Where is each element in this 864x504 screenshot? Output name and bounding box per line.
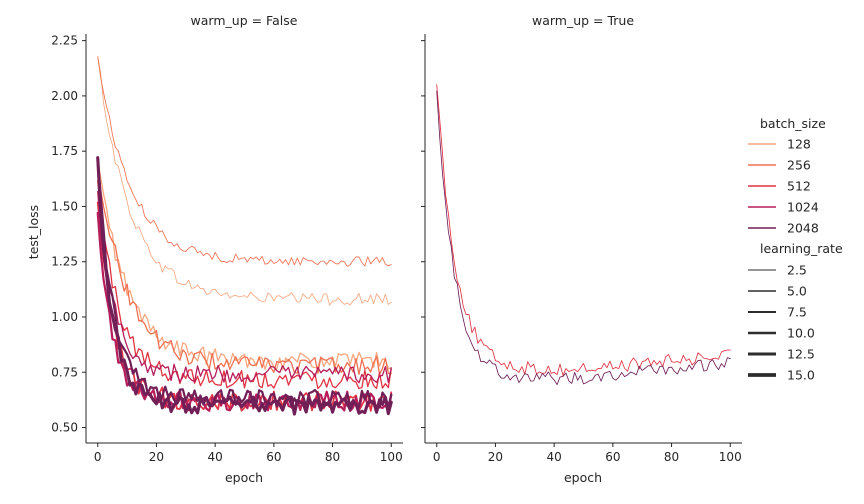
series-line-bs2048-lr10 [96,156,393,409]
legend-label-batch-size-128: 128 [787,137,811,152]
panel-title-warm-up-true: warm_up = True [532,13,634,28]
x-tick-label: 20 [149,450,164,464]
x-tick-label: 100 [380,450,403,464]
series-line-bs2048-lr2.5 [436,90,731,386]
axes: 0.50 0.75 1.00 1.25 1.50 1.75 2.00 2.25 0 20 40 60 8… [51,34,403,464]
legend-label-learning-rate-5.0: 5.0 [787,284,807,299]
x-tick-label: 0 [433,450,441,464]
legend-title-batch-size: batch_size [760,116,826,131]
series-line-bs128-lr5 [97,158,392,371]
legend-label-learning-rate-10.0: 10.0 [787,326,815,341]
x-tick-label: 40 [547,450,562,464]
legend-label-learning-rate-2.5: 2.5 [787,263,807,278]
series-group [96,56,393,416]
legend-label-learning-rate-15.0: 15.0 [787,368,815,383]
legend-label-batch-size-2048: 2048 [787,221,819,236]
legend-label-batch-size-512: 512 [787,179,811,194]
axes: 0 20 40 60 80 100 [421,34,742,464]
panel-warm-up-true: warm_up = True 0 20 40 60 80 100 [421,13,742,464]
series-line-bs256-lr2.5 [97,56,392,267]
panel-title-warm-up-false: warm_up = False [191,13,298,28]
series-line-bs512-lr2.5 [436,84,731,376]
series-group [436,84,731,386]
series-line-bs512-lr5 [97,180,392,390]
x-tick-label: 40 [208,450,223,464]
x-tick-label: 80 [325,450,340,464]
legend-label-batch-size-1024: 1024 [787,200,819,215]
y-tick-label: 2.00 [51,89,78,103]
x-tick-label: 60 [266,450,281,464]
legend-label-batch-size-256: 256 [787,158,811,173]
x-tick-label: 80 [664,450,679,464]
y-tick-label: 0.75 [51,365,78,379]
series-line-bs128-lr2.5 [97,56,392,306]
series-line-bs1024-lr5 [97,190,392,384]
y-axis-title: test_loss [26,205,41,259]
series-line-bs256-lr5 [97,158,392,375]
legend-items: 128 256 512 1024 2048 2.5 5.0 7.5 10.0 12.5 15.0 [748,137,819,383]
x-tick-label: 0 [94,450,102,464]
x-tick-label: 60 [605,450,620,464]
panel-warm-up-false: warm_up = False 0.50 0.75 1.00 1.25 1.50 1.75… [51,13,403,464]
x-axis-title-left: epoch [225,470,263,485]
legend-title-learning-rate: learning_rate [760,241,843,256]
y-tick-label: 1.00 [51,310,78,324]
x-tick-label: 20 [488,450,503,464]
legend-label-learning-rate-7.5: 7.5 [787,305,807,320]
series-line-bs2048-lr15 [96,156,393,416]
legend-label-learning-rate-12.5: 12.5 [787,347,815,362]
x-axis-title-right: epoch [564,470,602,485]
legend: batch_size learning_rate 128 256 512 1024 20… [748,116,843,383]
y-tick-label: 2.25 [51,34,78,48]
y-tick-label: 1.25 [51,255,78,269]
y-tick-label: 1.75 [51,144,78,158]
y-tick-label: 1.50 [51,199,78,213]
y-tick-label: 0.50 [51,421,78,435]
x-tick-label: 100 [719,450,742,464]
